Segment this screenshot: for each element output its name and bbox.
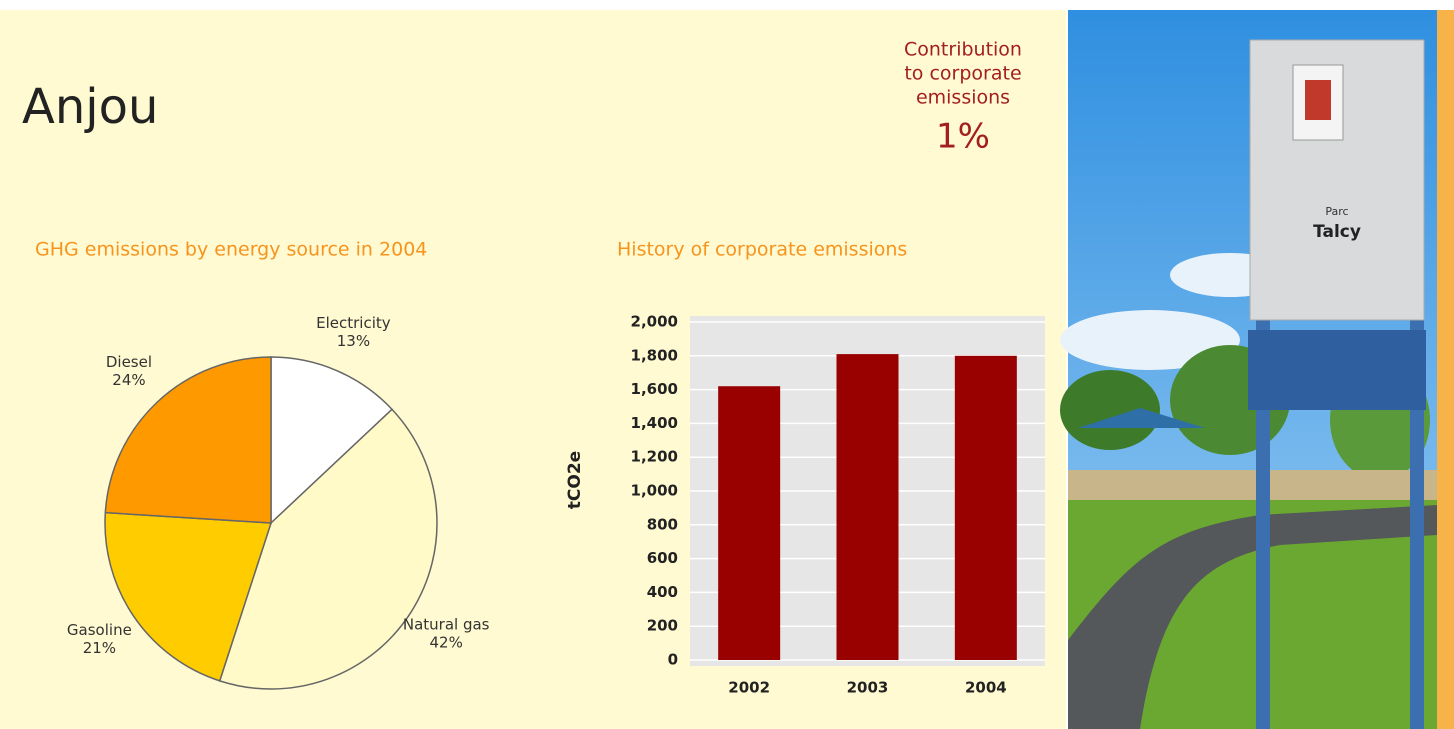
contribution-value: 1% bbox=[936, 117, 990, 157]
x-tick-label: 2002 bbox=[728, 679, 770, 697]
y-tick-label: 1,200 bbox=[631, 448, 678, 466]
contribution-label: Contribution bbox=[904, 39, 1022, 61]
y-tick-label: 0 bbox=[668, 651, 678, 669]
photo-tree bbox=[1060, 370, 1160, 450]
photo-cloud bbox=[1060, 310, 1240, 370]
pie-value-label: 13% bbox=[337, 332, 370, 350]
sign-text: Parc bbox=[1325, 205, 1348, 218]
pie-value-label: 24% bbox=[112, 371, 145, 389]
contribution-label: to corporate bbox=[904, 63, 1021, 85]
photo-post bbox=[1256, 320, 1270, 729]
y-tick-label: 1,600 bbox=[631, 380, 678, 398]
photo-shelter bbox=[1078, 408, 1205, 428]
pie-value-label: 21% bbox=[83, 639, 116, 657]
x-tick-label: 2004 bbox=[965, 679, 1007, 697]
bar bbox=[954, 355, 1017, 660]
pie-label: Diesel bbox=[106, 353, 152, 371]
photo-path bbox=[1068, 505, 1437, 729]
y-tick-label: 1,000 bbox=[631, 482, 678, 500]
chart-title: GHG emissions by energy source in 2004 bbox=[35, 239, 427, 261]
photo-crest-shield bbox=[1305, 80, 1331, 120]
bar bbox=[718, 386, 781, 660]
pie-slice bbox=[218, 408, 438, 690]
contribution: Contribution to corporate emissions 1% bbox=[904, 39, 1022, 157]
y-tick-label: 1,400 bbox=[631, 414, 678, 432]
y-tick-label: 1,800 bbox=[631, 346, 678, 364]
y-tick-label: 800 bbox=[647, 515, 678, 533]
pie-slice bbox=[104, 356, 272, 524]
contribution-label: emissions bbox=[916, 87, 1010, 109]
y-tick-label: 600 bbox=[647, 549, 678, 567]
bar bbox=[836, 354, 899, 660]
page-title: Anjou bbox=[22, 79, 158, 135]
pie-value-label: 42% bbox=[430, 634, 463, 652]
chart-title: History of corporate emissions bbox=[617, 239, 907, 261]
y-tick-label: 400 bbox=[647, 583, 678, 601]
sign-text: Talcy bbox=[1313, 222, 1361, 242]
y-tick-label: 2,000 bbox=[631, 313, 678, 331]
y-tick-label: 200 bbox=[647, 617, 678, 635]
pie-slice bbox=[270, 356, 394, 525]
pie-slice bbox=[104, 511, 273, 682]
y-axis-title: tCO2e bbox=[565, 451, 585, 509]
pie-label: Gasoline bbox=[67, 621, 132, 639]
photo-sand bbox=[1068, 470, 1437, 500]
side-stripe bbox=[1437, 10, 1454, 729]
photo-icon-panel bbox=[1248, 330, 1426, 410]
x-tick-label: 2003 bbox=[847, 679, 889, 697]
pie-label: Electricity bbox=[316, 314, 391, 332]
photo-post bbox=[1410, 320, 1424, 729]
photo: Parc Talcy bbox=[1060, 10, 1454, 729]
pie-label: Natural gas bbox=[403, 616, 490, 634]
